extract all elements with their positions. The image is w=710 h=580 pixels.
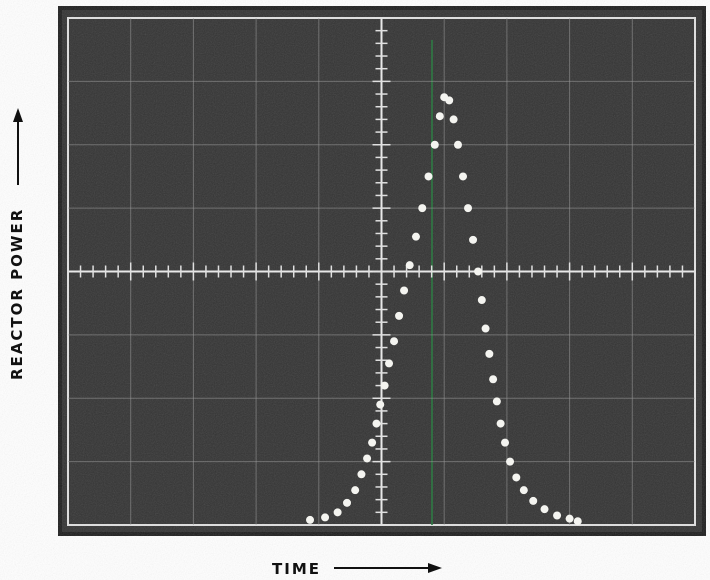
data-point: [306, 515, 315, 524]
data-point: [445, 96, 454, 105]
data-point: [474, 267, 483, 276]
data-point: [477, 296, 486, 305]
data-point: [449, 115, 458, 124]
data-point: [321, 513, 330, 522]
y-arrow-head: [13, 108, 23, 122]
data-point: [496, 419, 505, 428]
data-point: [405, 261, 414, 270]
x-arrow-head: [428, 563, 442, 573]
data-point: [492, 397, 501, 406]
data-point: [453, 140, 462, 149]
data-point: [529, 496, 538, 505]
data-point: [512, 473, 521, 482]
data-point: [343, 498, 352, 507]
data-point: [430, 140, 439, 149]
x-axis-label: TIME: [272, 560, 321, 578]
data-point: [573, 517, 582, 526]
data-point: [481, 324, 490, 333]
data-point: [424, 172, 433, 181]
data-point: [501, 438, 510, 447]
data-point: [380, 381, 389, 390]
data-point: [565, 514, 574, 523]
data-point: [519, 486, 528, 495]
data-point: [506, 457, 515, 466]
data-point: [553, 511, 562, 520]
data-point: [469, 235, 478, 244]
data-point: [411, 232, 420, 241]
data-point: [357, 470, 366, 479]
data-point: [435, 112, 444, 121]
data-point: [395, 311, 404, 320]
data-point: [540, 505, 549, 514]
data-point: [376, 400, 385, 409]
data-point: [485, 349, 494, 358]
data-point: [372, 419, 381, 428]
data-point: [400, 286, 409, 295]
trace: [306, 93, 582, 526]
data-point: [464, 204, 473, 213]
graticule: [67, 17, 696, 526]
data-point: [459, 172, 468, 181]
data-point: [385, 359, 394, 368]
data-point: [390, 337, 399, 346]
data-point: [489, 375, 498, 384]
y-axis-label: REACTOR POWER: [8, 208, 26, 380]
data-point: [368, 438, 377, 447]
data-point: [363, 454, 372, 463]
data-point: [351, 486, 360, 495]
data-point: [333, 508, 342, 517]
data-point: [418, 204, 427, 213]
